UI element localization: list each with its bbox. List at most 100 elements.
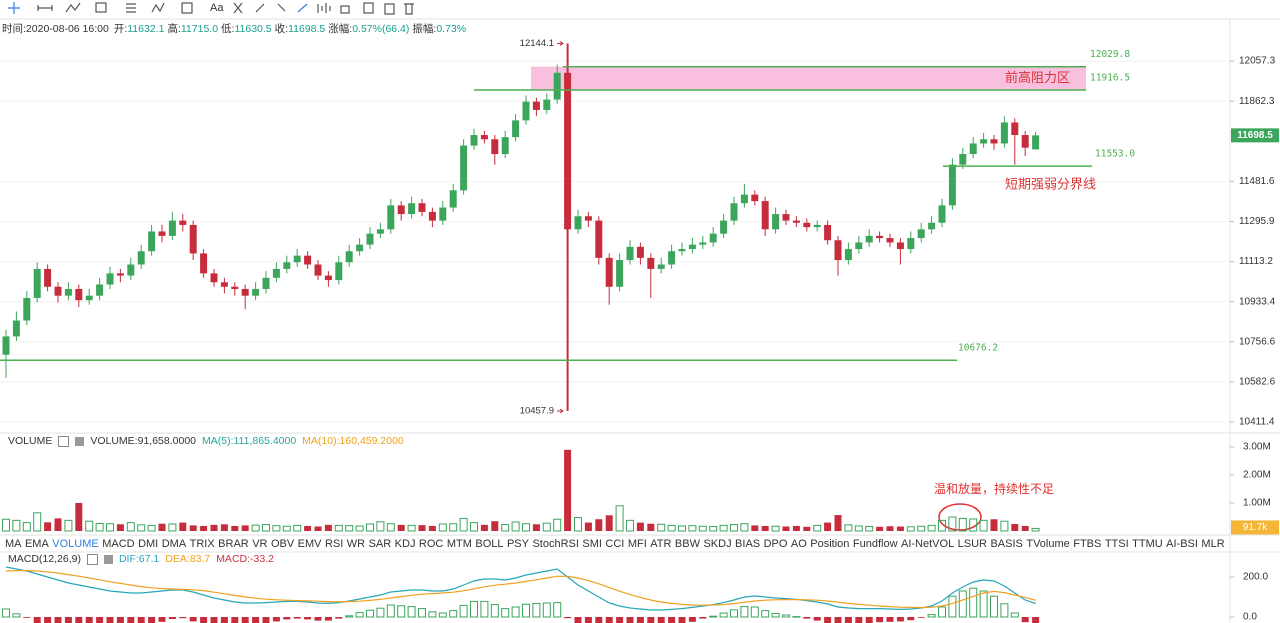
volume-bar — [75, 503, 83, 531]
macd-bar — [938, 606, 946, 618]
info-value: 0.73% — [436, 22, 467, 35]
volume-bar — [438, 523, 447, 532]
indicator-tab[interactable]: AI-BSI — [1166, 538, 1198, 550]
candle-body — [699, 242, 707, 245]
volume-bar — [948, 516, 957, 532]
candle-body — [959, 154, 967, 165]
lock-tool[interactable] — [340, 5, 350, 14]
measure-tool[interactable] — [233, 2, 243, 14]
fib-tool[interactable] — [126, 3, 136, 13]
volume-bar — [189, 525, 197, 531]
volume-bar — [865, 526, 874, 532]
indicator-tab[interactable]: RSI — [324, 538, 344, 550]
candle-body — [158, 231, 166, 236]
indicator-tab[interactable]: ROC — [418, 538, 444, 550]
indicator-tab[interactable]: MTM — [446, 538, 472, 550]
candle-body — [512, 120, 520, 138]
indicator-tab[interactable]: MFI — [627, 538, 647, 550]
macd-bar — [64, 617, 72, 623]
pen-tool[interactable] — [255, 3, 265, 13]
indicator-tab[interactable]: AO — [790, 538, 807, 550]
info-bar: 时间:2020-08-06 16:00 开:11632.1 高:11715.0 低:1… — [2, 21, 466, 36]
macd-bar — [75, 617, 83, 623]
indicator-tab[interactable]: TVolume — [1026, 538, 1070, 550]
indicator-tab[interactable]: SAR — [368, 538, 392, 550]
candle-body — [668, 251, 676, 265]
indicator-tab[interactable]: AI-NetVOL — [901, 538, 955, 550]
indicator-tab[interactable]: TTSI — [1104, 538, 1129, 550]
indicator-tab[interactable]: BASIS — [990, 538, 1023, 550]
volume-bar — [272, 525, 281, 532]
grid-tool[interactable] — [181, 2, 193, 14]
y-tick-label: 10933.4 — [1239, 296, 1276, 307]
macd-bar — [719, 612, 728, 618]
indicator-tab[interactable]: TTMU — [1132, 538, 1163, 550]
ruler-tool[interactable] — [277, 3, 286, 12]
rect-tool[interactable] — [95, 2, 107, 13]
settings-icon[interactable] — [86, 553, 98, 565]
indicator-tab[interactable]: MLR — [1201, 538, 1225, 550]
volume-bar — [990, 519, 998, 531]
indicator-tab[interactable]: KDJ — [394, 538, 416, 550]
indicator-tab[interactable]: WR — [346, 538, 366, 550]
zone-label: 前高阻力区 — [1005, 70, 1070, 85]
indicator-tab[interactable]: EMA — [24, 538, 49, 550]
delete-tool[interactable] — [404, 3, 414, 15]
candle-body — [813, 224, 821, 228]
indicator-tab[interactable]: BOLL — [475, 538, 504, 550]
clip-tool[interactable] — [384, 3, 395, 15]
indicator-tab[interactable]: PSY — [506, 538, 529, 550]
indicator-tab[interactable]: DPO — [763, 538, 788, 550]
close-icon[interactable] — [103, 554, 113, 564]
indicator-tab[interactable]: SKDJ — [703, 538, 732, 550]
crosshair-tool[interactable] — [8, 2, 20, 14]
settings-icon[interactable] — [58, 435, 70, 447]
macd-bar — [834, 617, 842, 623]
indicator-tab[interactable]: MACD — [102, 538, 135, 550]
candle-body — [969, 143, 977, 155]
candle-body — [1021, 135, 1029, 148]
trend-tool[interactable] — [65, 2, 81, 13]
indicator-tab[interactable]: EMV — [297, 538, 322, 550]
candle-body — [210, 273, 218, 283]
indicator-tab[interactable]: SMI — [582, 538, 602, 550]
y-tick-label: 1.00M — [1243, 498, 1271, 509]
copy-tool[interactable] — [363, 2, 374, 14]
indicator-tab[interactable]: BIAS — [735, 538, 761, 550]
volume-bar — [1021, 525, 1029, 531]
indicator-tab[interactable]: LSUR — [957, 538, 987, 550]
candle-tool[interactable] — [317, 3, 331, 13]
magnet-tool[interactable] — [297, 3, 308, 13]
volume-bar — [553, 518, 562, 532]
candle-body — [1032, 135, 1040, 150]
indicator-tab[interactable]: Fundflow — [852, 538, 898, 550]
indicator-tab[interactable]: Position — [810, 538, 850, 550]
indicator-tab[interactable]: ATR — [650, 538, 672, 550]
indicator-tab[interactable]: TRIX — [189, 538, 215, 550]
level-label: 10676.2 — [958, 343, 998, 354]
macd-bar — [335, 617, 343, 619]
macd-bar — [12, 613, 21, 618]
candle-body — [980, 139, 988, 144]
indicator-tab[interactable]: DMI — [138, 538, 159, 550]
close-icon[interactable] — [75, 436, 85, 446]
candle-body — [283, 262, 291, 269]
indicator-tab[interactable]: FTBS — [1073, 538, 1102, 550]
y-tick-label: 0.0 — [1243, 612, 1257, 623]
indicator-tab[interactable]: StochRSI — [532, 538, 579, 550]
info-item: 振幅:0.73% — [412, 21, 466, 36]
indicator-tab[interactable]: CCI — [605, 538, 625, 550]
volume-bar — [418, 525, 426, 531]
indicator-tab[interactable]: VOLUME — [52, 538, 99, 550]
hline-tool[interactable] — [37, 5, 53, 11]
indicator-tab[interactable]: MA — [5, 538, 22, 550]
indicator-tab[interactable]: BRAR — [218, 538, 249, 550]
candle-body — [241, 288, 249, 296]
macd-bar — [293, 617, 301, 619]
wave-tool[interactable] — [151, 2, 165, 13]
indicator-tab[interactable]: OBV — [270, 538, 295, 550]
font-tool[interactable]: Aa — [210, 2, 224, 14]
indicator-tab[interactable]: VR — [252, 538, 268, 550]
indicator-tab[interactable]: DMA — [161, 538, 187, 550]
indicator-tab[interactable]: BBW — [674, 538, 700, 550]
